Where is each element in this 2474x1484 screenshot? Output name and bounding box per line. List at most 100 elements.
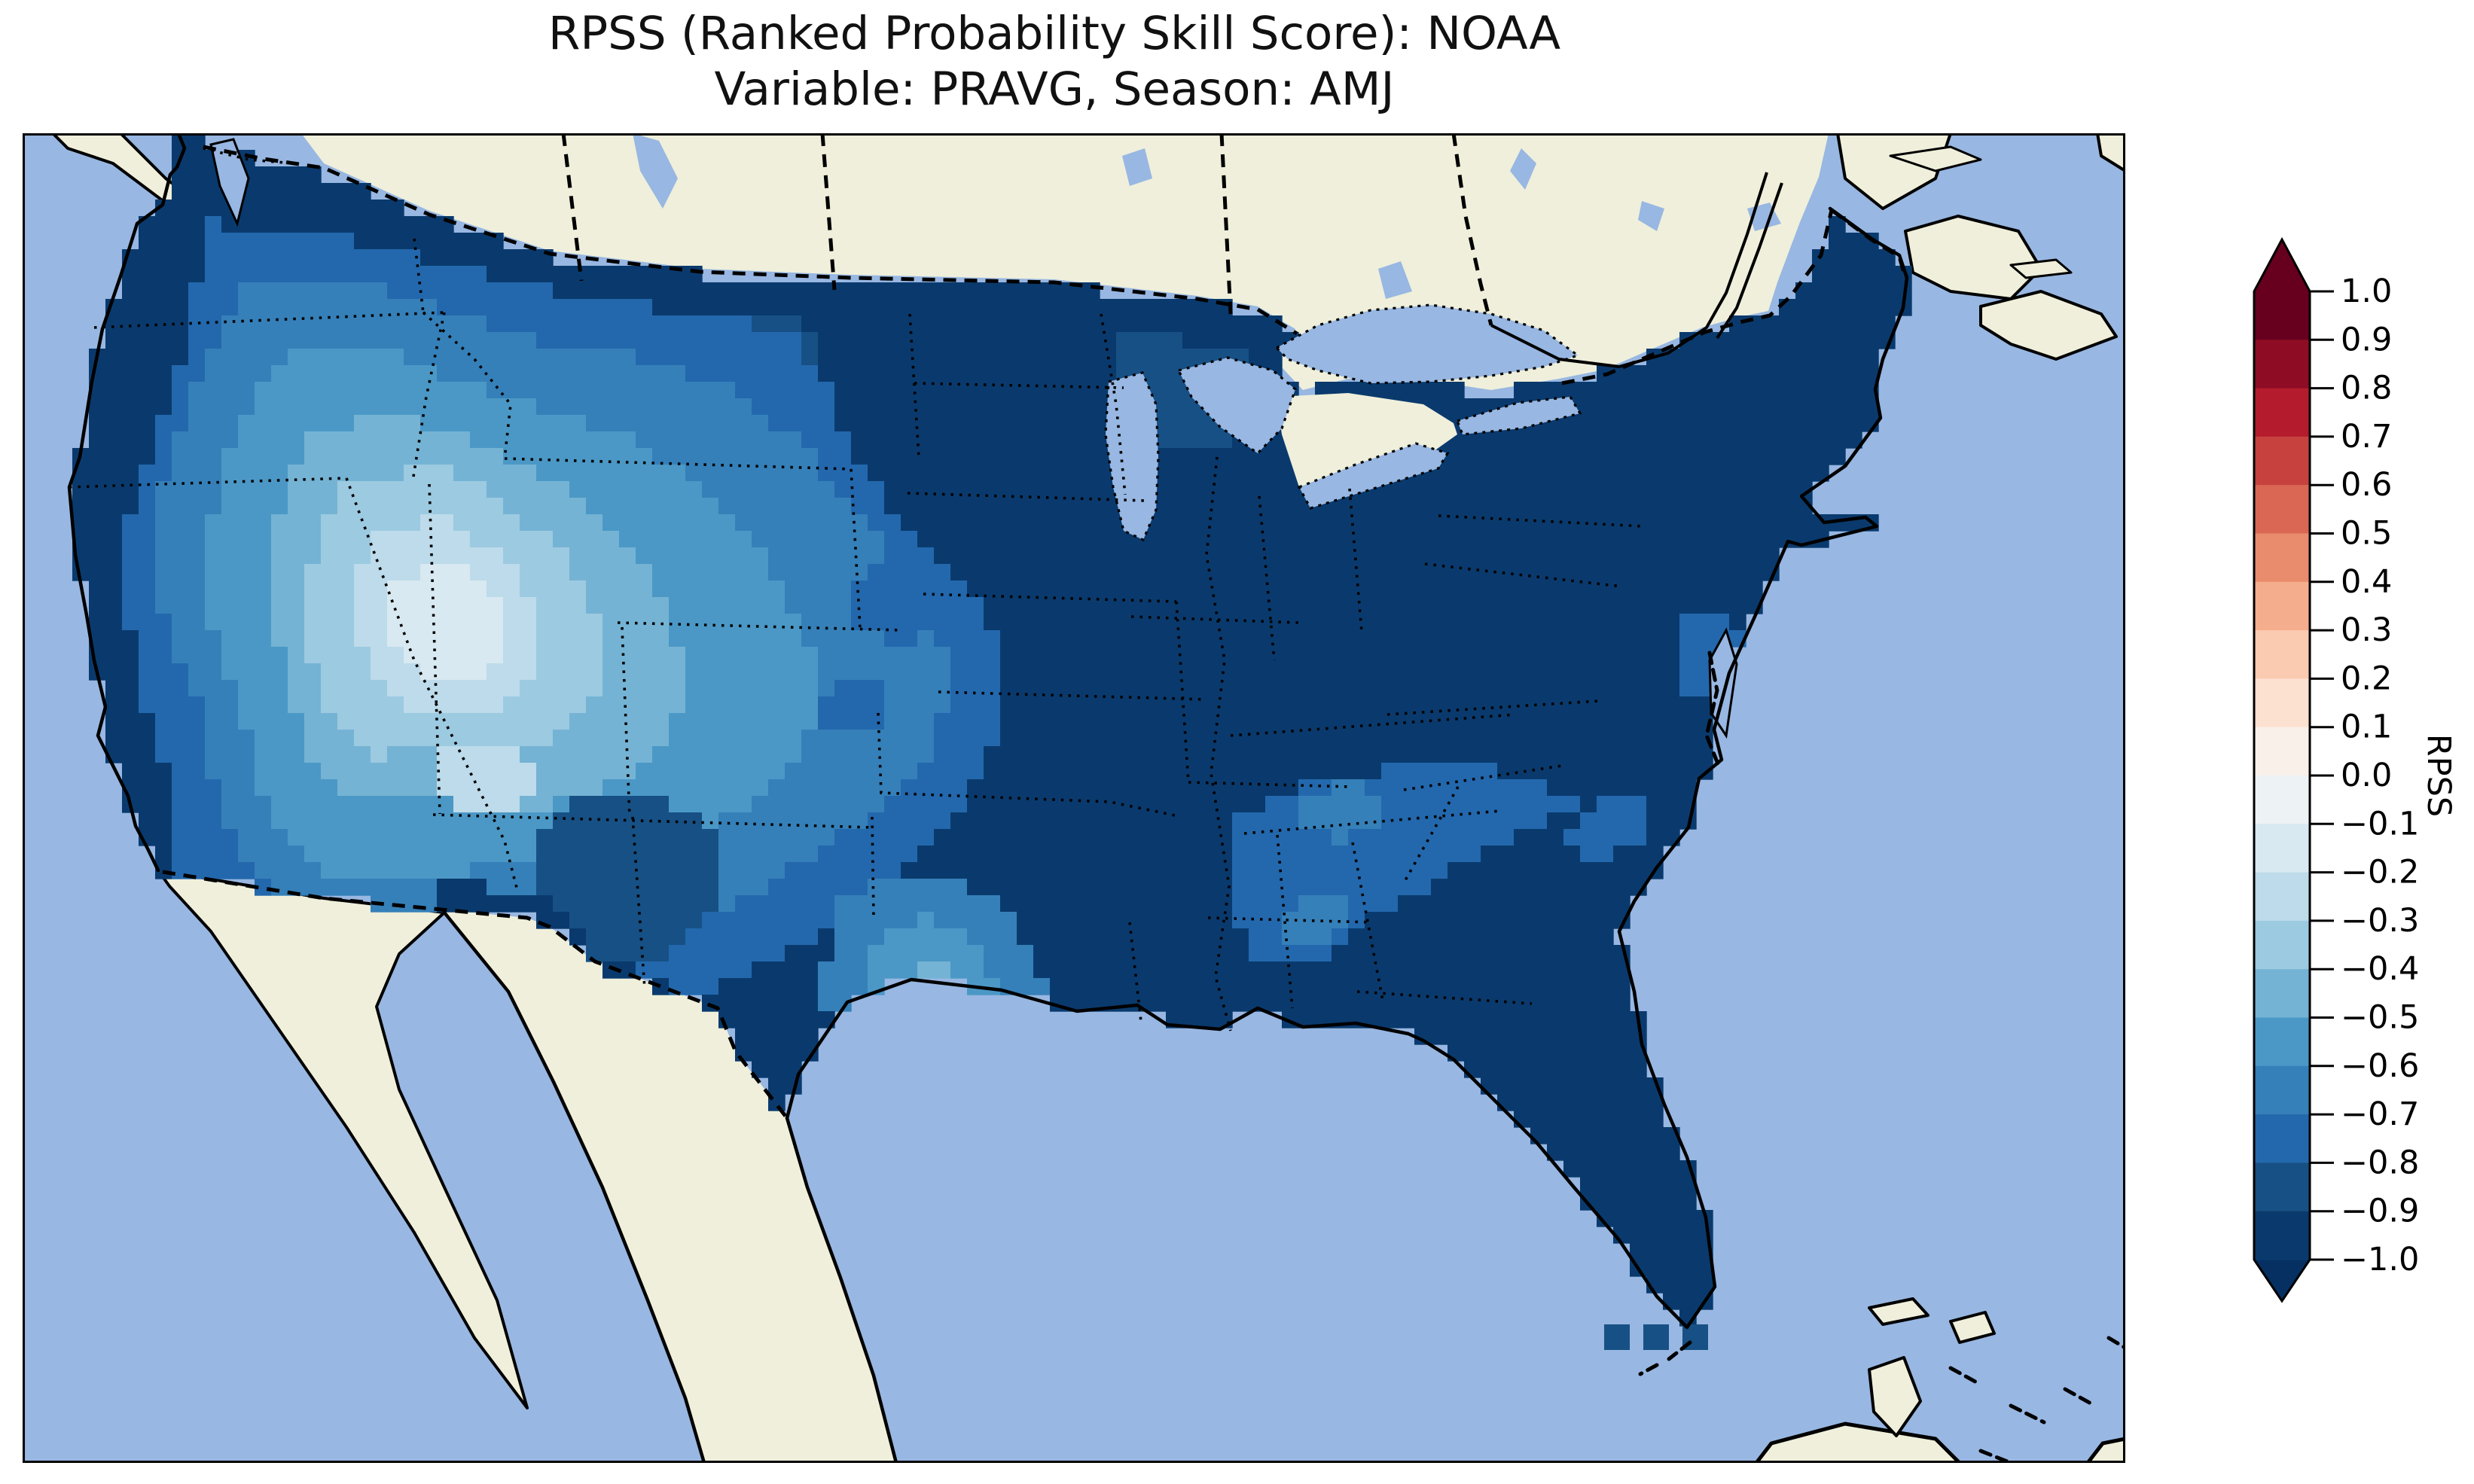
colorbar: 1.0 0.9 0.8 0.7 0.6 0.5 0.4 0.3 0.2 0.1 0.0 −0.1 −0.… bbox=[2253, 236, 2457, 1303]
colorbar-bin bbox=[2254, 388, 2310, 437]
puget-sound bbox=[209, 138, 250, 227]
lake-erie bbox=[1297, 442, 1450, 510]
colorbar-bin bbox=[2254, 533, 2310, 583]
colorbar-axis-label: RPSS bbox=[2420, 734, 2457, 817]
state-border bbox=[413, 238, 425, 313]
colorbar-tick-label: 0.9 bbox=[2341, 321, 2392, 358]
river bbox=[1716, 182, 1783, 340]
coastline bbox=[168, 133, 187, 177]
andros-island bbox=[1868, 1356, 1922, 1437]
colorbar-tick-label: 0.8 bbox=[2341, 370, 2392, 407]
colorbar-tick-label: −0.5 bbox=[2341, 999, 2419, 1037]
country-border bbox=[1561, 209, 1834, 385]
state-border bbox=[428, 483, 441, 815]
colorbar-bin bbox=[2254, 969, 2310, 1019]
newfoundland-corner bbox=[2096, 133, 2125, 172]
islet-stroke bbox=[1948, 1366, 1983, 1387]
country-border bbox=[561, 133, 584, 282]
state-border bbox=[1351, 842, 1384, 1001]
colorbar-tick-label: −0.7 bbox=[2341, 1095, 2419, 1133]
islet-stroke bbox=[2009, 1403, 2046, 1425]
state-border bbox=[938, 690, 1207, 701]
state-border bbox=[1404, 786, 1460, 881]
nova-scotia bbox=[1979, 290, 2118, 361]
state-border bbox=[1348, 488, 1363, 632]
ontario-peninsula bbox=[1277, 393, 1457, 501]
colorbar-bin bbox=[2254, 1211, 2310, 1260]
lake-ontario bbox=[1455, 395, 1582, 436]
us-rpss-map bbox=[23, 133, 2125, 1463]
colorbar-bin bbox=[2254, 1163, 2310, 1212]
canada-lake bbox=[633, 133, 678, 209]
country-border bbox=[1451, 133, 1493, 326]
keys-data-cell bbox=[1643, 1324, 1669, 1350]
rpss-cell-grid bbox=[72, 133, 1912, 1327]
canada-lake bbox=[1510, 148, 1536, 190]
country-border bbox=[203, 145, 1298, 336]
keys-data-cell bbox=[1604, 1324, 1630, 1350]
islet-stroke bbox=[1704, 651, 1721, 768]
hispaniola-tip bbox=[2085, 1437, 2125, 1463]
colorbar-tick-label: 0.4 bbox=[2341, 563, 2392, 601]
colorbar-tick-label: −0.1 bbox=[2341, 805, 2419, 843]
state-border bbox=[1188, 781, 1352, 788]
chart-title-line1: RPSS (Ranked Probability Skill Score): N… bbox=[548, 7, 1561, 60]
state-border bbox=[1424, 562, 1623, 588]
colorbar-bin bbox=[2254, 776, 2310, 825]
colorbar-bin bbox=[2254, 1065, 2310, 1115]
state-border bbox=[908, 313, 920, 458]
islet-stroke bbox=[2063, 1387, 2094, 1406]
colorbar-tick-label: 0.1 bbox=[2341, 708, 2392, 746]
colorbar-tick-label: −0.4 bbox=[2341, 950, 2419, 988]
eleuthera bbox=[1949, 1311, 1996, 1344]
lake-michigan bbox=[1104, 371, 1160, 542]
colorbar-bin bbox=[2254, 581, 2310, 631]
state-border bbox=[345, 477, 518, 888]
state-border bbox=[914, 382, 1124, 389]
state-border bbox=[422, 311, 512, 459]
state-border bbox=[432, 813, 873, 829]
colorbar-bin bbox=[2254, 678, 2310, 728]
colorbar-bin bbox=[2254, 1017, 2310, 1067]
colorbar-tick-label: 0.6 bbox=[2341, 466, 2392, 504]
colorbar-over-arrow bbox=[2254, 239, 2310, 291]
lake-superior bbox=[1274, 303, 1581, 385]
state-border bbox=[504, 457, 852, 471]
state-border bbox=[1403, 764, 1563, 791]
lake-huron bbox=[1176, 356, 1297, 456]
country-border bbox=[1219, 133, 1233, 315]
colorbar-bin bbox=[2254, 630, 2310, 680]
river bbox=[1618, 172, 1768, 368]
colorbar-bin bbox=[2254, 340, 2310, 389]
colorbar-bin bbox=[2254, 727, 2310, 776]
colorbar-tick-label: 1.0 bbox=[2341, 273, 2392, 310]
canada-lake bbox=[1378, 261, 1412, 299]
state-border bbox=[93, 311, 445, 329]
state-border bbox=[1386, 699, 1599, 716]
colorbar-tick-label: −0.2 bbox=[2341, 854, 2419, 891]
canada-lake bbox=[1122, 148, 1152, 186]
state-border bbox=[1258, 495, 1276, 661]
state-border bbox=[69, 477, 347, 489]
colorbar-tick-label: −0.8 bbox=[2341, 1144, 2419, 1181]
state-border bbox=[850, 468, 862, 629]
colorbar-tick-label: −0.6 bbox=[2341, 1047, 2419, 1085]
country-border bbox=[162, 870, 789, 1120]
coastline bbox=[442, 910, 706, 1463]
islet-stroke bbox=[1638, 1363, 1659, 1376]
map-frame bbox=[23, 133, 2125, 1463]
anticosti-island bbox=[1889, 145, 1982, 172]
state-border bbox=[1276, 834, 1294, 1009]
islet-stroke bbox=[1978, 1449, 2016, 1463]
colorbar-tick-label: −0.9 bbox=[2341, 1193, 2419, 1230]
chart-title-line2: Variable: PRAVG, Season: AMJ bbox=[714, 62, 1395, 117]
new-brunswick bbox=[1904, 215, 2042, 300]
grand-bahama bbox=[1868, 1297, 1929, 1326]
colorbar-bin bbox=[2254, 485, 2310, 535]
canada-lake bbox=[1638, 201, 1664, 231]
colorbar-bin bbox=[2254, 291, 2310, 341]
colorbar-bin bbox=[2254, 920, 2310, 970]
colorbar-tick-label: 0.3 bbox=[2341, 611, 2392, 649]
islet-stroke bbox=[1667, 1340, 1692, 1361]
colorbar-tick-label: 0.7 bbox=[2341, 418, 2392, 456]
